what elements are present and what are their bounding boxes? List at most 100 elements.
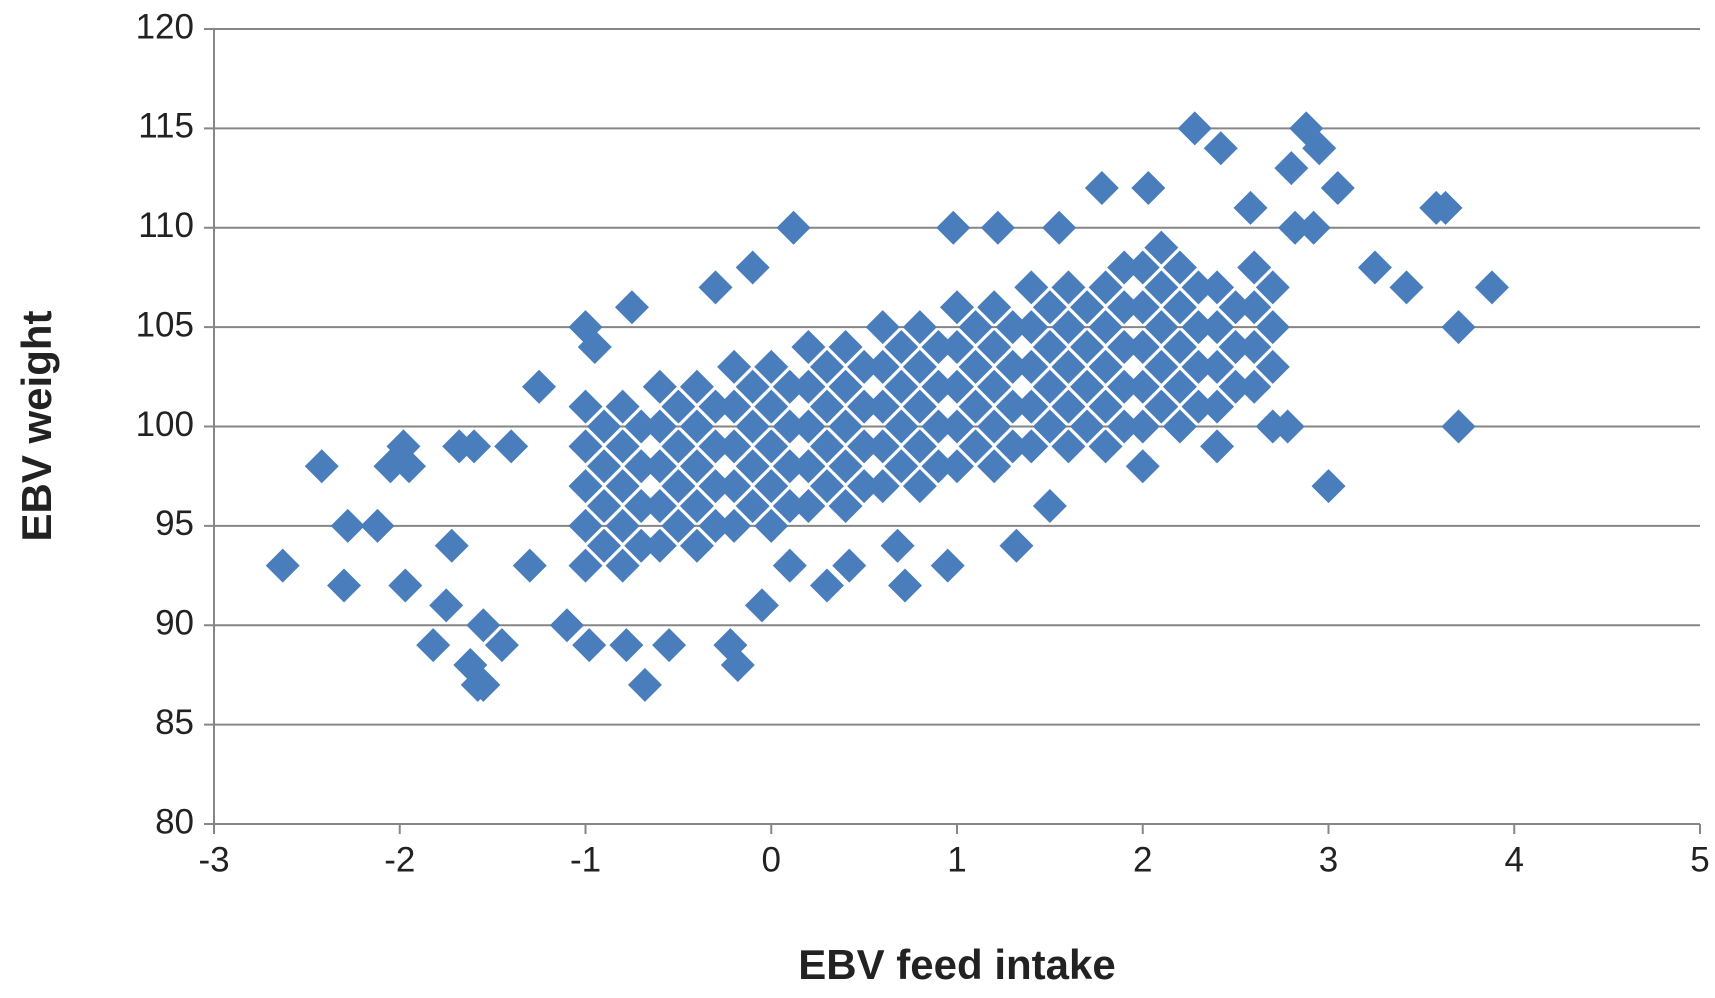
x-tick-label: 2 [1133,840,1152,879]
x-tick-label: 5 [1690,840,1709,879]
data-point [1032,290,1067,325]
data-point [568,389,603,424]
y-tick-label: 105 [136,305,194,344]
data-point [466,667,501,702]
data-point [1200,429,1235,464]
data-point [549,608,584,643]
data-point [1428,190,1463,225]
data-point [1200,270,1235,305]
data-point [902,349,937,384]
data-point [1218,369,1253,404]
data-point [1051,270,1086,305]
data-point [940,409,974,444]
data-point [958,310,993,345]
data-point [1107,330,1142,364]
data-point [1389,270,1424,305]
data-point [1107,290,1142,325]
data-point [1125,330,1160,364]
data-point [1032,489,1067,523]
x-tick-label: -3 [198,840,229,879]
data-point [512,548,547,583]
data-point [1088,429,1123,464]
data-point [717,349,752,384]
data-point [921,369,956,404]
data-point [605,429,640,464]
y-tick-label: 115 [138,107,194,146]
data-point [1162,369,1197,404]
data-point [940,369,974,404]
data-point [828,449,863,484]
data-point [735,409,770,444]
data-point [828,489,863,523]
y-tick-label: 110 [138,206,194,245]
data-point [1200,310,1235,345]
data-point [1014,429,1049,464]
data-point [1051,310,1086,345]
data-point [1125,409,1160,444]
data-point [1200,389,1235,424]
data-point [880,528,915,563]
data-point [568,429,603,464]
data-point [809,349,844,384]
data-point [995,429,1030,464]
data-point [304,449,339,484]
data-point [865,349,900,384]
data-point [958,429,993,464]
data-point [1088,349,1123,384]
data-point [661,429,696,464]
data-point [977,290,1012,325]
data-point [999,528,1034,563]
data-point [1255,310,1290,345]
data-point [847,429,882,464]
data-point [1084,171,1119,205]
data-point [429,588,464,623]
data-point [832,548,867,583]
data-point [884,330,919,364]
data-point [1014,349,1049,384]
data-point [1237,290,1272,325]
data-point [484,628,519,663]
data-point [679,369,714,404]
data-point [828,409,863,444]
data-point [1441,409,1476,444]
y-tick-label: 80 [155,802,194,841]
data-point [735,489,770,523]
data-point [754,469,789,504]
data-point [1125,449,1160,484]
data-point [1032,330,1067,364]
data-point [735,449,770,484]
data-point [847,389,882,424]
data-point [1014,310,1049,345]
data-point [791,489,826,523]
data-point [884,409,919,444]
data-point [977,330,1012,364]
data-point [624,489,659,523]
data-point [577,330,612,364]
data-point [1441,310,1476,345]
data-point [568,548,603,583]
data-point [735,250,770,285]
data-point [605,548,640,583]
data-point [679,528,714,563]
data-point [1144,310,1179,345]
data-point [642,449,677,484]
data-point [1088,270,1123,305]
data-point [1162,330,1197,364]
data-point [772,548,807,583]
data-point [754,429,789,464]
data-point [744,588,779,623]
x-axis-title: EBV feed intake [798,941,1115,988]
data-point [679,449,714,484]
y-tick-label: 95 [155,504,194,543]
data-point [754,389,789,424]
x-tick-label: -1 [570,840,601,879]
data-point [1270,409,1305,444]
data-point [1070,369,1105,404]
data-point [434,528,469,563]
data-point [605,469,640,504]
data-point [865,469,900,504]
data-point [921,449,956,484]
data-point [1302,131,1337,166]
y-tick-label: 120 [136,7,194,46]
data-point [1070,409,1105,444]
